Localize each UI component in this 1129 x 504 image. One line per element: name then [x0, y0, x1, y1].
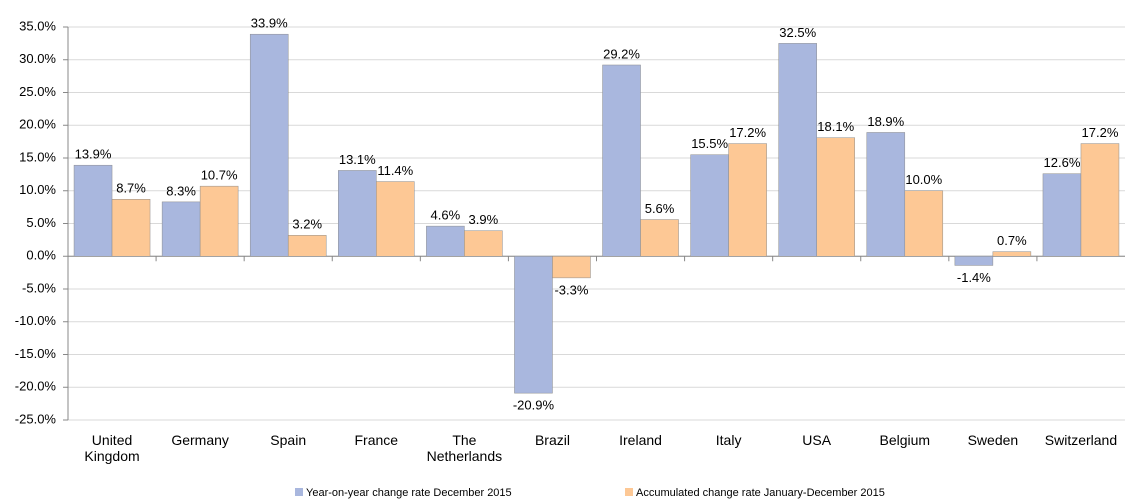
- bar: [866, 132, 906, 257]
- y-tick-label: 30.0%: [19, 51, 56, 66]
- value-label: 5.6%: [645, 201, 675, 216]
- y-tick-label: 35.0%: [19, 18, 56, 33]
- value-label: 3.9%: [469, 212, 499, 227]
- value-label: 18.1%: [817, 119, 854, 134]
- bar: [602, 64, 641, 257]
- value-label: -3.3%: [554, 282, 588, 297]
- bar: [904, 190, 944, 257]
- value-label: 32.5%: [779, 25, 816, 40]
- value-label: 3.2%: [292, 217, 322, 232]
- bar: [199, 185, 239, 257]
- value-label: 11.4%: [377, 163, 413, 178]
- y-tick-label: -20.0%: [15, 379, 57, 394]
- legend-label: Accumulated change rate January-December…: [636, 487, 885, 499]
- bar: [514, 256, 553, 394]
- bar: [992, 251, 1032, 257]
- y-tick-label: 20.0%: [19, 117, 56, 132]
- y-tick-label: 5.0%: [26, 215, 56, 230]
- value-label: 8.3%: [166, 183, 196, 198]
- value-label: 15.5%: [691, 136, 728, 151]
- bar: [249, 33, 289, 257]
- bar: [111, 199, 151, 257]
- value-label: -1.4%: [957, 270, 991, 285]
- x-tick-label: Sweden: [967, 432, 1019, 448]
- value-label: 0.7%: [997, 233, 1027, 248]
- y-tick-label: -5.0%: [22, 280, 56, 295]
- value-label: 13.1%: [339, 152, 376, 167]
- value-label: -20.9%: [513, 398, 555, 413]
- y-tick-label: -10.0%: [15, 313, 57, 328]
- bar: [376, 181, 415, 257]
- bar: [778, 43, 817, 257]
- bar: [690, 154, 729, 257]
- x-tick-label: Ireland: [619, 432, 662, 448]
- value-label: 17.2%: [1082, 125, 1119, 140]
- bar: [640, 219, 679, 257]
- bar: [552, 256, 591, 279]
- value-label: 8.7%: [116, 181, 146, 196]
- x-tick-label: Italy: [715, 432, 742, 448]
- x-tick-label: Germany: [171, 432, 229, 448]
- legend-label: Year-on-year change rate December 2015: [306, 487, 512, 499]
- x-tick-label: The Netherlands: [426, 432, 503, 464]
- value-label: 33.9%: [251, 16, 288, 31]
- x-tick-label: Switzerland: [1044, 432, 1118, 448]
- bar: [728, 143, 767, 257]
- y-tick-label: 25.0%: [19, 84, 56, 99]
- y-tick-label: -15.0%: [15, 346, 57, 361]
- value-label: 10.7%: [201, 168, 238, 183]
- x-tick-label: USA: [802, 432, 832, 448]
- bar: [954, 256, 994, 266]
- bar: [1042, 173, 1082, 257]
- y-tick-label: 10.0%: [19, 182, 56, 197]
- value-label: 18.9%: [867, 114, 904, 129]
- value-label: 29.2%: [603, 46, 640, 61]
- x-tick-label: France: [354, 432, 399, 448]
- x-tick-label: United Kingdom: [84, 432, 140, 464]
- value-label: 12.6%: [1044, 155, 1081, 170]
- legend-swatch: [625, 488, 633, 496]
- value-label: 10.0%: [905, 172, 942, 187]
- legend-swatch: [295, 488, 303, 496]
- bar: [816, 137, 855, 257]
- bar: [426, 225, 465, 257]
- bar: [287, 235, 327, 257]
- bar: [161, 201, 201, 257]
- bar: [464, 230, 503, 257]
- value-label: 4.6%: [431, 208, 461, 223]
- x-tick-label: Belgium: [879, 432, 931, 448]
- y-tick-label: 15.0%: [19, 149, 56, 164]
- bar: [73, 164, 113, 257]
- x-tick-label: Spain: [270, 432, 307, 448]
- y-tick-label: -25.0%: [15, 411, 57, 426]
- value-label: 13.9%: [75, 147, 112, 162]
- y-tick-label: 0.0%: [26, 248, 56, 263]
- value-label: 17.2%: [729, 125, 766, 140]
- bar: [1080, 143, 1120, 257]
- x-tick-label: Brazil: [534, 432, 570, 448]
- bar: [338, 170, 377, 257]
